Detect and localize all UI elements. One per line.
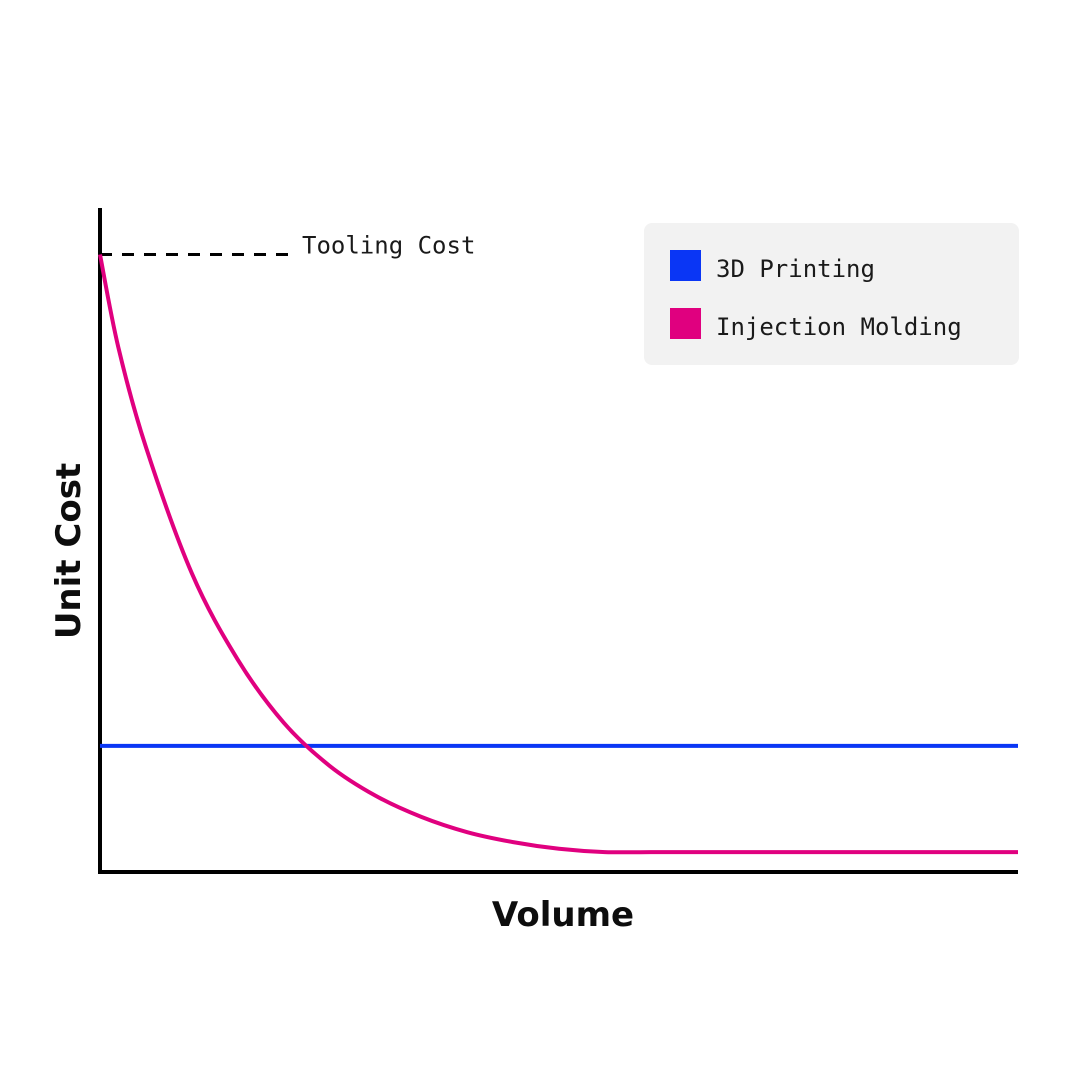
legend-background: [644, 223, 1019, 365]
legend-label-3d-printing: 3D Printing: [716, 255, 875, 283]
series-line-injection-molding: [98, 254, 1018, 855]
y-axis-label: Unit Cost: [49, 463, 89, 639]
legend-swatch-3d-printing: [670, 250, 701, 281]
tooling-cost-label: Tooling Cost: [302, 231, 475, 259]
series-layer: [98, 254, 1018, 855]
legend-swatch-injection-molding: [670, 308, 701, 339]
legend-label-injection-molding: Injection Molding: [716, 313, 962, 341]
legend: 3D Printing Injection Molding: [644, 223, 1019, 365]
x-axis-label: Volume: [492, 895, 634, 935]
